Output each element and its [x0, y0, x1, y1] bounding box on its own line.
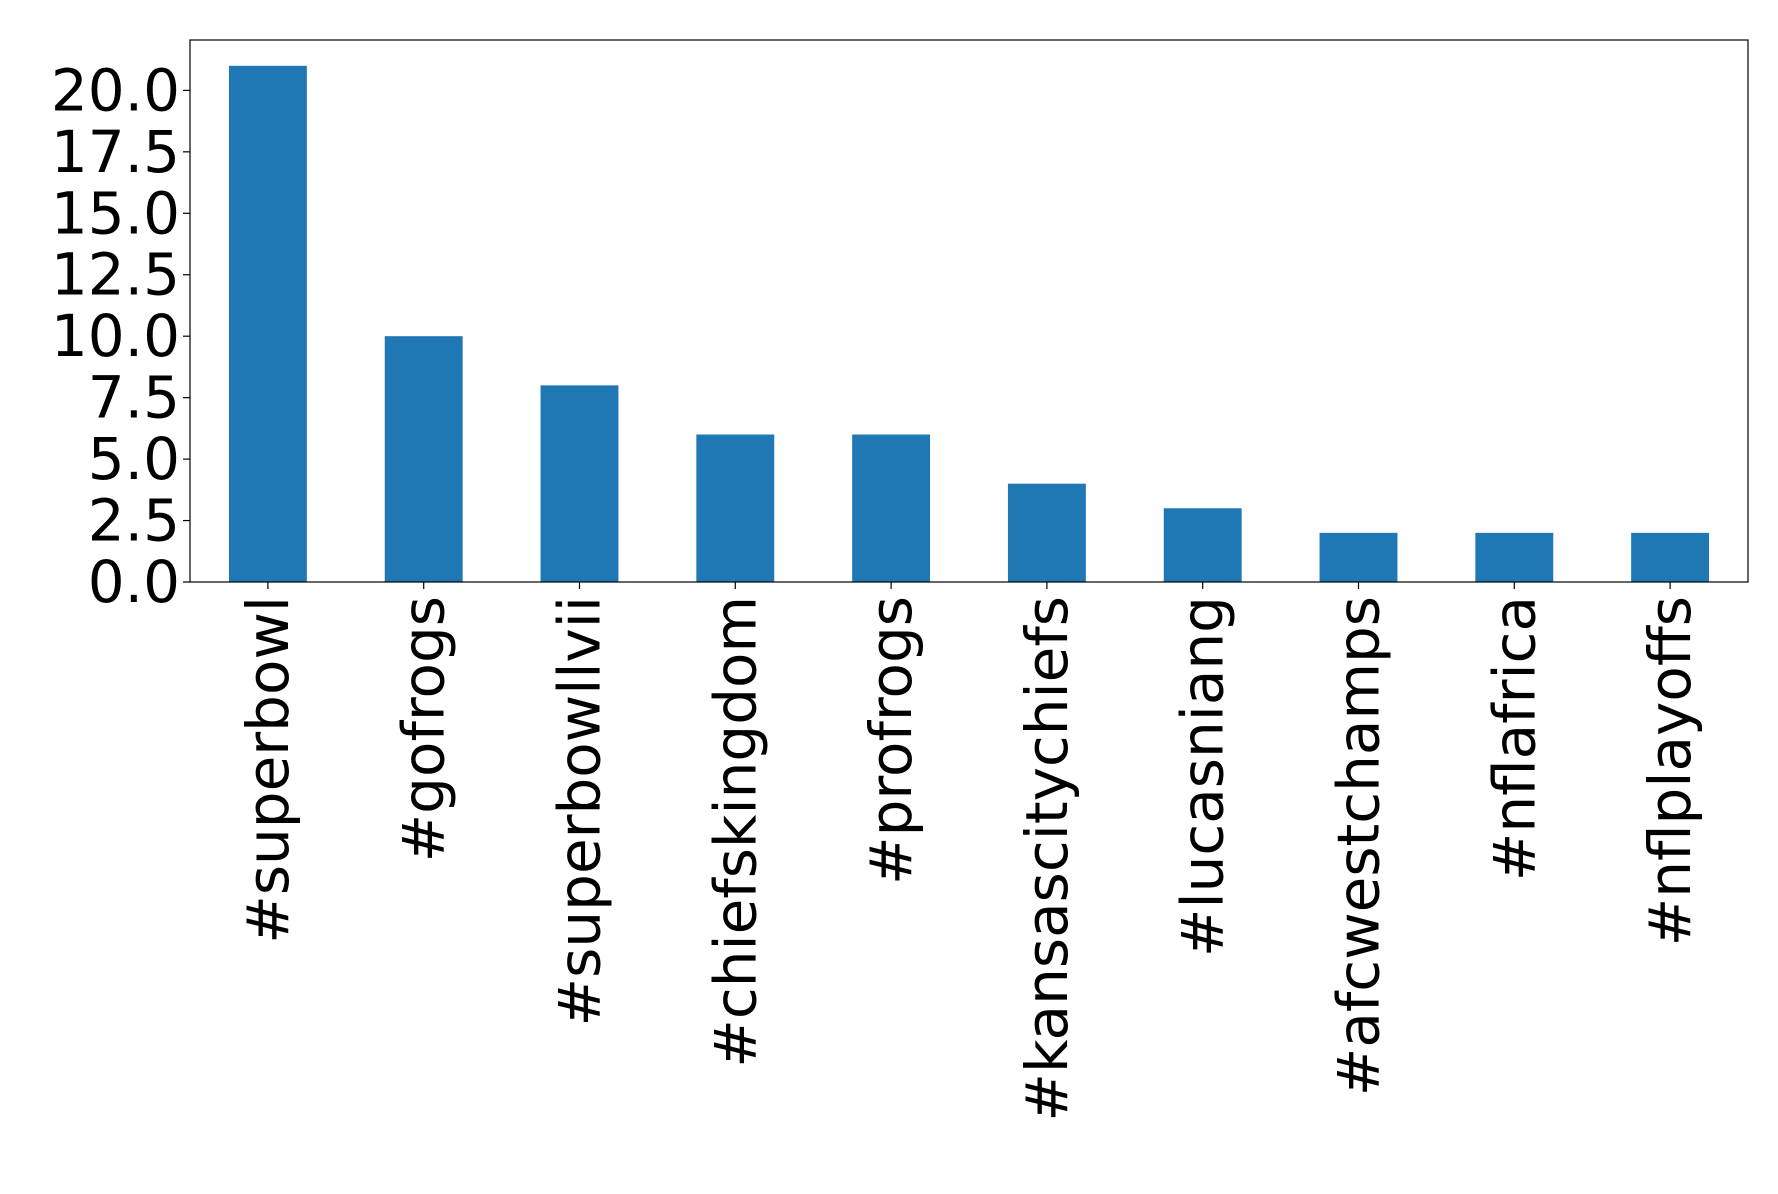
- bars-layer: [228, 65, 1710, 583]
- x-tick-label: #gofrogs: [390, 596, 458, 862]
- y-tick-label: 15.0: [51, 179, 180, 247]
- x-tick-label: #lucasniang: [1169, 596, 1237, 957]
- y-tick-label: 20.0: [51, 56, 180, 124]
- bar-superbowllvii: [540, 385, 619, 582]
- plot-area-frame: [189, 39, 1749, 583]
- bar-superbowl: [228, 65, 307, 583]
- x-tick-label: #nflafrica: [1480, 596, 1548, 881]
- y-tick-label: 0.0: [88, 548, 180, 616]
- bar-lucasniang: [1163, 508, 1242, 582]
- bar-nflplayoffs: [1631, 532, 1710, 582]
- y-tick-label: 2.5: [88, 487, 180, 555]
- x-tick-label: #profrogs: [857, 596, 925, 885]
- y-axis: 0.02.55.07.510.012.515.017.520.0: [51, 56, 190, 616]
- bar-gofrogs: [384, 336, 463, 582]
- bar-chiefskingdom: [696, 434, 775, 582]
- y-tick-label: 10.0: [51, 302, 180, 370]
- bar-kansascitychiefs: [1007, 483, 1086, 582]
- x-tick-label: #afcwestchamps: [1325, 596, 1393, 1096]
- bar-afcwestchamps: [1319, 532, 1398, 582]
- y-tick-label: 12.5: [51, 241, 180, 309]
- y-tick-label: 7.5: [88, 364, 180, 432]
- x-tick-label: #kansascitychiefs: [1013, 596, 1081, 1122]
- x-axis: #superbowl #gofrogs #superbowllvii #chiefsk…: [234, 582, 1704, 1122]
- x-tick-label: #superbowllvii: [546, 596, 614, 1026]
- x-tick-label: #nflplayoffs: [1636, 596, 1704, 946]
- bar-nflafrica: [1475, 532, 1554, 582]
- bar-profrogs: [852, 434, 931, 582]
- x-tick-label: #superbowl: [234, 596, 302, 944]
- x-tick-label: #chiefskingdom: [701, 596, 769, 1068]
- y-tick-label: 17.5: [51, 118, 180, 186]
- y-tick-label: 5.0: [88, 425, 180, 493]
